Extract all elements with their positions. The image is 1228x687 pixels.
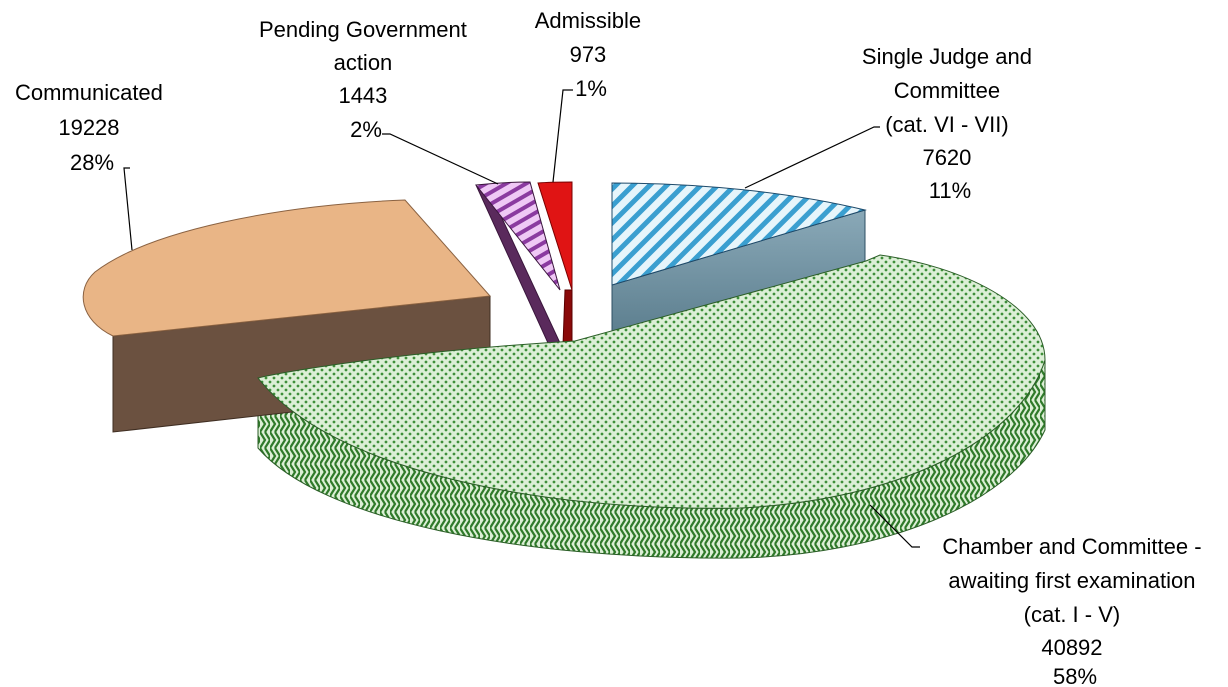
leader-single xyxy=(744,126,880,189)
slice-pending xyxy=(475,181,561,291)
label-communicated: Communicated 19228 28% xyxy=(15,80,169,175)
leader-pending xyxy=(382,133,499,185)
label-admissible: Admissible 973 1% xyxy=(535,8,648,101)
leader-lines xyxy=(123,89,920,548)
label-pending: Pending Government action 1443 2% xyxy=(259,17,473,142)
label-chamber: Chamber and Committee - awaiting first e… xyxy=(942,534,1207,687)
label-single: Single Judge and Committee (cat. VI - VI… xyxy=(862,44,1038,203)
leader-chamber xyxy=(869,504,920,548)
slice-side-admissible xyxy=(562,289,573,346)
slice-single xyxy=(611,182,867,286)
slice-chamber xyxy=(257,254,1046,509)
pie-top-faces xyxy=(82,181,1046,509)
slice-communicated xyxy=(82,199,492,337)
slice-admissible xyxy=(537,181,573,291)
leader-admissible xyxy=(552,89,573,183)
leader-communicated xyxy=(123,167,133,251)
